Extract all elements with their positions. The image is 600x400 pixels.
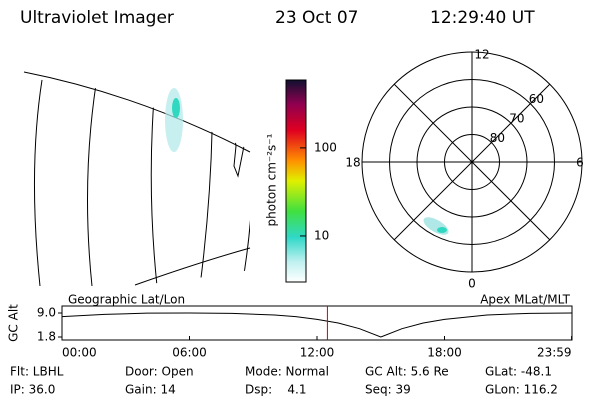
status-field: GC Alt: 5.6 Re <box>365 365 449 379</box>
colorbar <box>285 79 307 283</box>
aurora <box>423 217 449 235</box>
geo-map <box>23 70 251 286</box>
polar-grid <box>361 51 583 273</box>
mlt-label: 18 <box>345 156 360 170</box>
colorbar-label: photon cm⁻²s⁻¹ <box>265 133 279 226</box>
status-field: Dsp: 4.1 <box>245 383 307 397</box>
mlt-label: 0 <box>468 277 476 291</box>
status-field: Door: Open <box>125 365 194 379</box>
timeline-y-label: GC Alt <box>7 304 21 342</box>
colorbar-tick-label: 100 <box>314 140 337 154</box>
y-tick-label: 9.0 <box>37 306 56 320</box>
y-tick-label: 1.8 <box>37 330 56 344</box>
date: 23 Oct 07 <box>275 8 358 28</box>
status-field: Seq: 39 <box>365 383 411 397</box>
title: Ultraviolet Imager <box>20 8 174 28</box>
lat-label: 80 <box>490 131 505 145</box>
timeline-frame <box>61 305 573 341</box>
status-field: GLat: -48.1 <box>485 365 552 379</box>
status-field: Flt: LBHL <box>10 365 64 379</box>
x-tick-label: 12:00 <box>300 346 335 360</box>
mlt-label: 6 <box>576 156 584 170</box>
x-tick-label: 23:59 <box>537 346 572 360</box>
geo-label: Geographic Lat/Lon <box>68 293 185 307</box>
x-tick-label: 00:00 <box>62 346 97 360</box>
status-field: GLon: 116.2 <box>485 383 558 397</box>
colorbar-tick-label: 10 <box>314 228 329 242</box>
time: 12:29:40 UT <box>430 8 535 28</box>
status-field: IP: 36.0 <box>10 383 55 397</box>
status-field: Gain: 14 <box>125 383 176 397</box>
mlt-label: 12 <box>474 48 489 62</box>
lat-label: 70 <box>509 112 524 126</box>
gc-alt-line <box>61 312 573 338</box>
x-tick-label: 06:00 <box>172 346 207 360</box>
lat-label: 60 <box>529 92 544 106</box>
polar-label: Apex MLat/MLT <box>480 293 570 307</box>
x-tick-label: 18:00 <box>427 346 462 360</box>
status-field: Mode: Normal <box>245 365 329 379</box>
aurora <box>437 227 447 233</box>
